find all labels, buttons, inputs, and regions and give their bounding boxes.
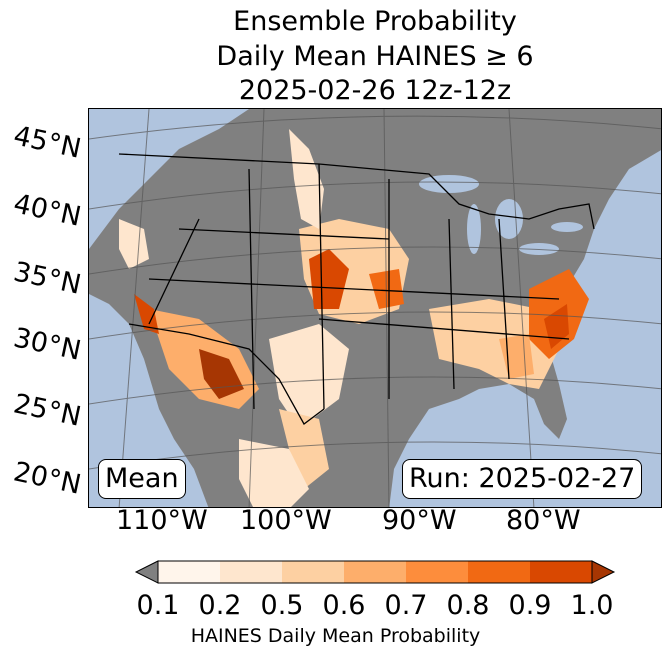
title-line-3: 2025-02-26 12z-12z xyxy=(238,75,512,106)
state-line-7 xyxy=(148,278,560,300)
state-line-8 xyxy=(318,318,570,340)
prob-california xyxy=(134,294,159,334)
colorbar-bin xyxy=(344,561,406,583)
colorbar-bin xyxy=(158,561,220,583)
colorbar-bin xyxy=(530,561,592,583)
colorbar-tick-label: 0.6 xyxy=(322,590,366,621)
us-mexico-border xyxy=(128,323,325,425)
state-line-1 xyxy=(248,168,255,410)
colorbar-label: HAINES Daily Mean Probability xyxy=(190,625,481,647)
meridian-100w xyxy=(248,109,265,507)
run-box: Run: 2025-02-27 xyxy=(402,459,643,499)
graticule xyxy=(89,109,661,507)
colorbar-under-arrow xyxy=(134,560,159,584)
parallel-30n xyxy=(89,311,661,340)
colorbar-bin xyxy=(468,561,530,583)
prob-texas xyxy=(269,324,349,429)
colorbar-tick-label: 0.5 xyxy=(260,590,304,621)
colorbar-bin xyxy=(406,561,468,583)
us-canada-border xyxy=(118,153,595,230)
map-panel: Mean Run: 2025-02-27 xyxy=(88,108,662,508)
colorbar-bin xyxy=(220,561,282,583)
map-svg xyxy=(89,109,661,507)
title-line-1: Ensemble Probability xyxy=(233,6,517,37)
stat-box: Mean xyxy=(98,459,186,499)
lon-label-80w: 80°W xyxy=(506,505,581,536)
meridian-90w xyxy=(383,109,390,507)
lake-ontario xyxy=(551,222,583,232)
colorbar-bin xyxy=(282,561,344,583)
prob-mexico xyxy=(239,439,309,507)
lake-erie xyxy=(519,243,559,255)
prob-rockies xyxy=(289,129,324,229)
lon-label-90w: 90°W xyxy=(382,505,457,536)
parallel-40n xyxy=(89,181,661,210)
state-line-9 xyxy=(148,218,200,325)
colorbar-tick-label: 0.8 xyxy=(446,590,490,621)
meridian-80w xyxy=(508,109,535,507)
colorbar-tick-label: 0.7 xyxy=(384,590,428,621)
state-line-4 xyxy=(448,218,455,390)
prob-plains-core xyxy=(309,249,349,309)
state-line-2 xyxy=(318,163,325,410)
colorbar-tick-label: 1.0 xyxy=(570,590,614,621)
prob-texas-south xyxy=(279,409,329,489)
state-line-6 xyxy=(178,228,390,240)
colorbar-tick-label: 0.1 xyxy=(136,590,180,621)
lon-label-100w: 100°W xyxy=(240,505,332,536)
parallel-35n xyxy=(89,246,661,275)
title-line-2: Daily Mean HAINES ≥ 6 xyxy=(216,41,534,72)
colorbar-tick-label: 0.2 xyxy=(198,590,242,621)
parallel-45n xyxy=(89,115,661,140)
parallel-25n xyxy=(89,376,661,405)
colorbar-tick-label: 0.9 xyxy=(508,590,552,621)
colorbar-outline xyxy=(157,560,593,584)
state-line-5 xyxy=(498,218,510,380)
meridian-110w xyxy=(118,109,150,507)
parallel-20n xyxy=(89,441,661,470)
lake-michigan xyxy=(467,204,481,254)
borders xyxy=(118,153,595,425)
colorbar-over-arrow xyxy=(591,560,616,584)
colorbar xyxy=(134,560,616,584)
prob-west xyxy=(119,219,149,269)
lon-label-110w: 110°W xyxy=(116,505,208,536)
